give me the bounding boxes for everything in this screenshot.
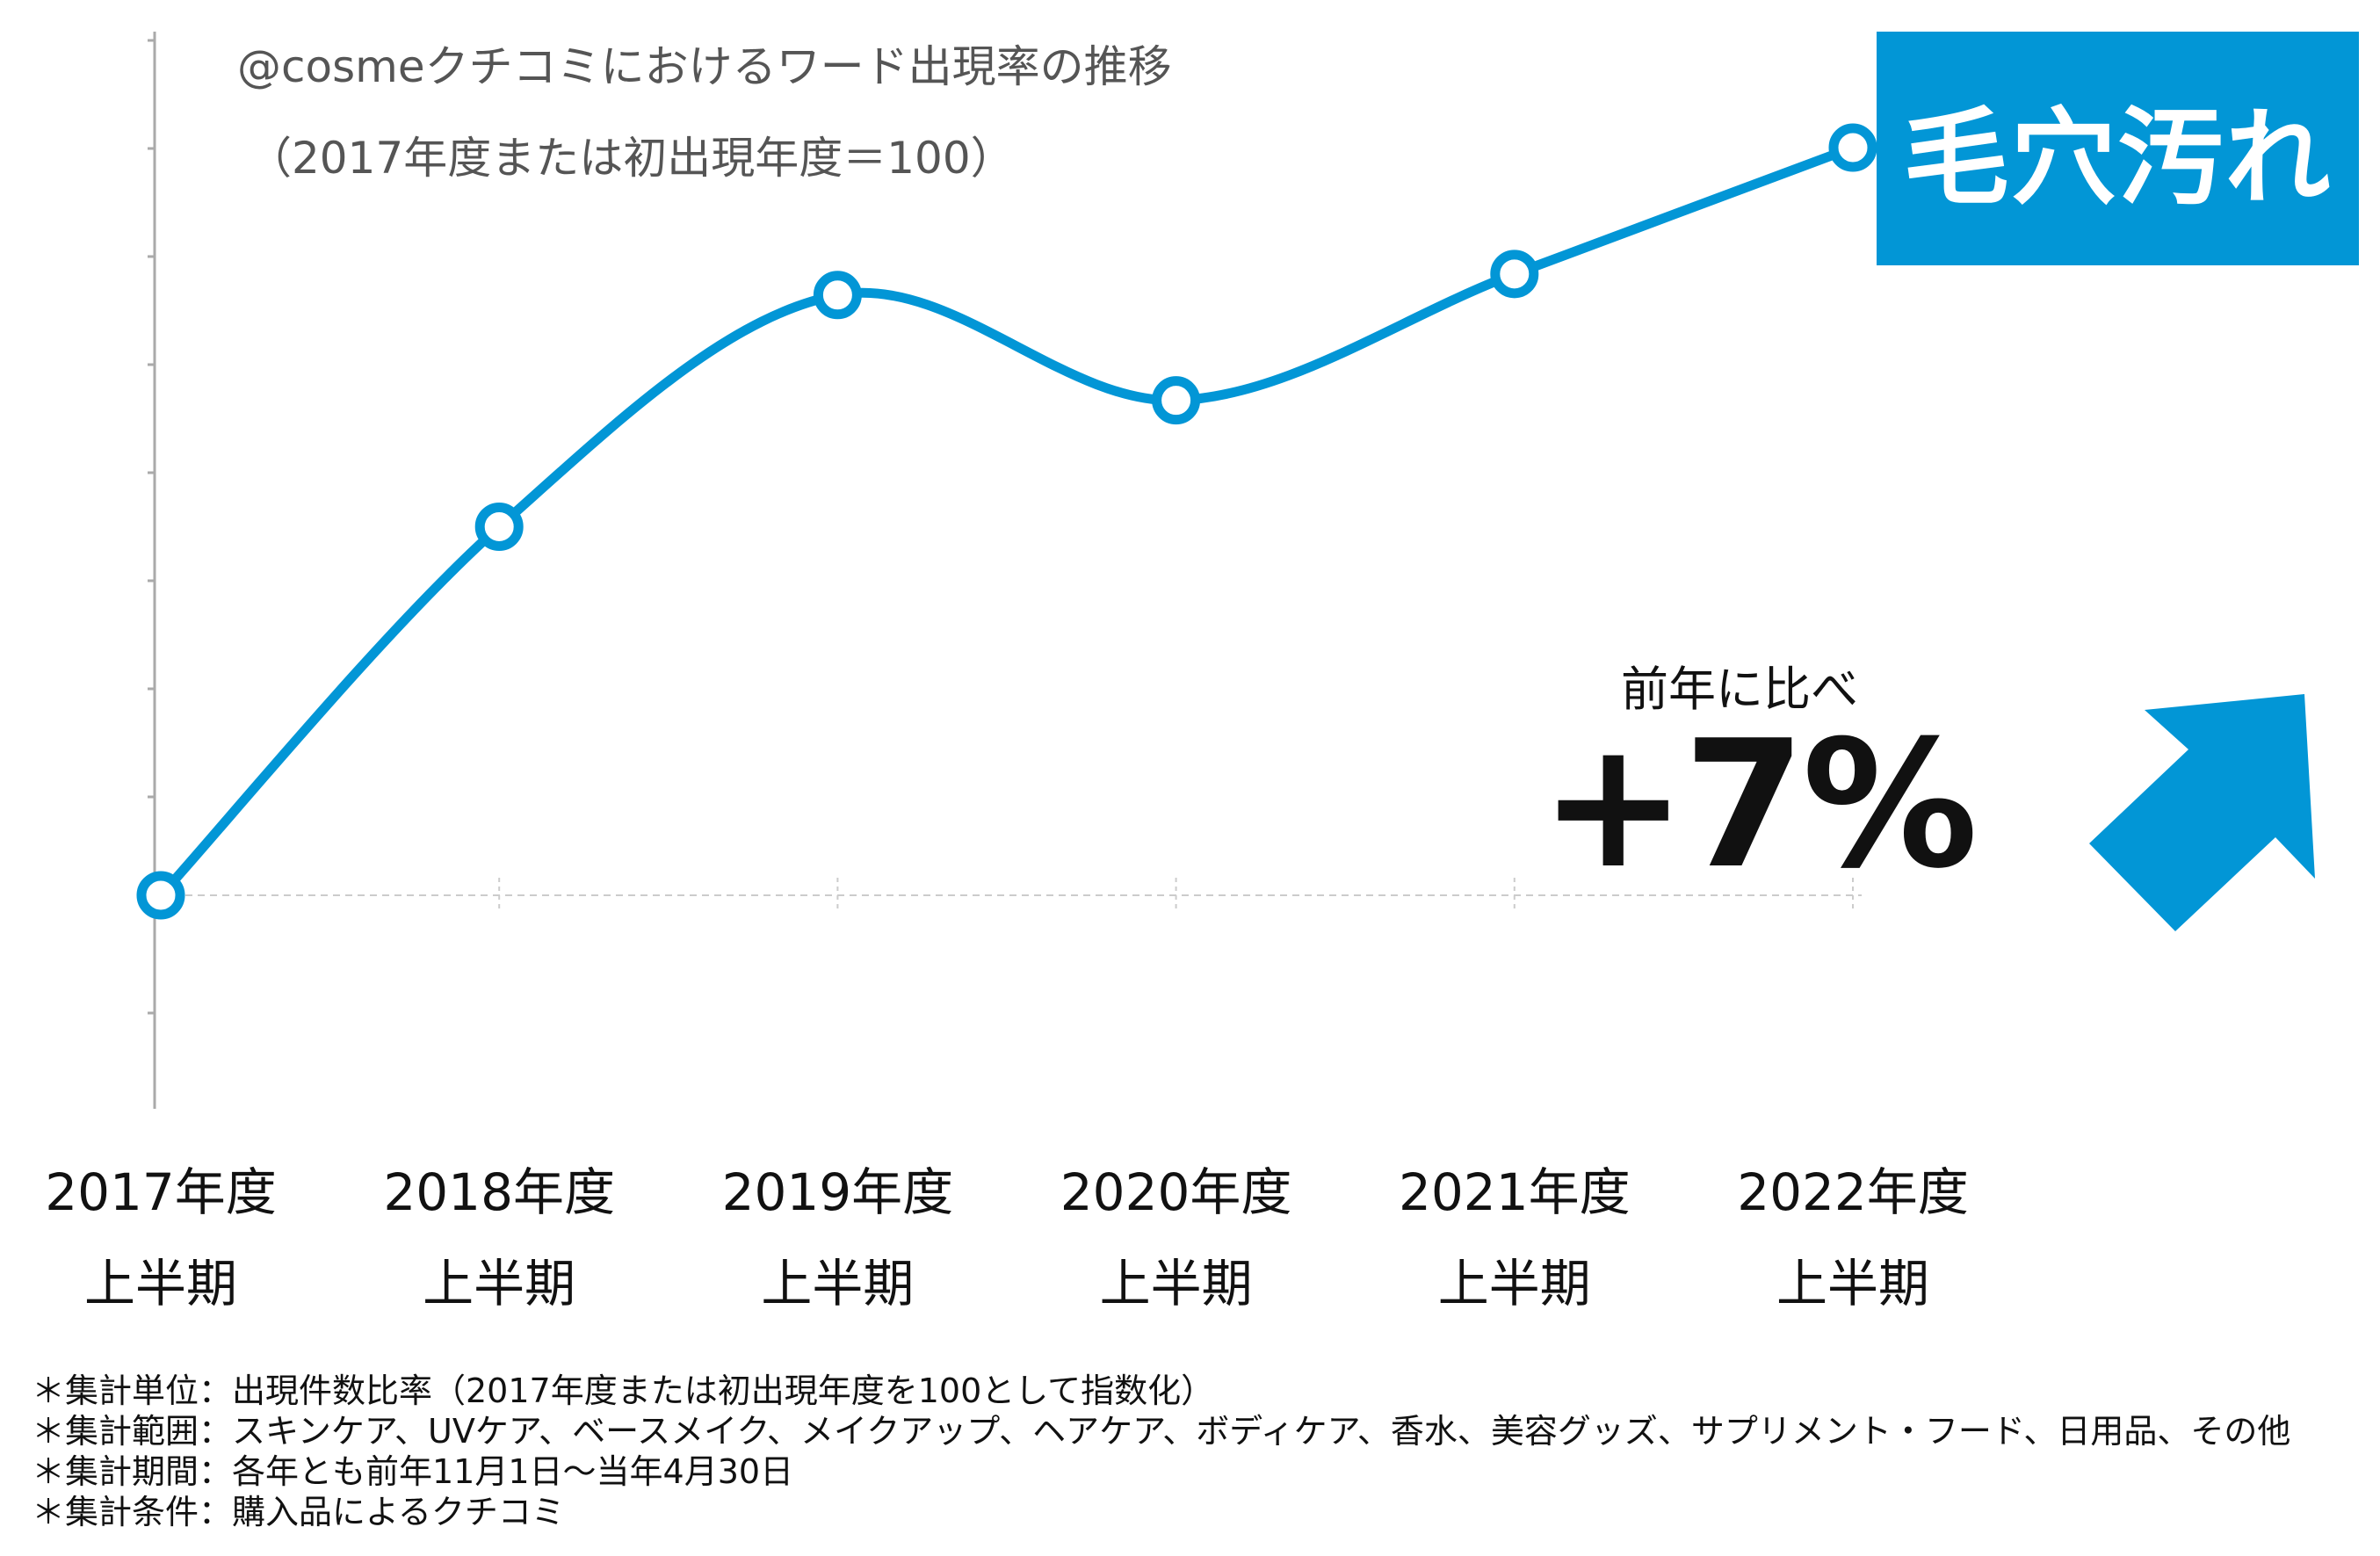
data-point (136, 871, 185, 920)
footnote: ＊集計期間：各年とも前年11月1日～当年4月30日 (32, 1452, 794, 1491)
x-axis-label-year: 2021年度 (1398, 1162, 1631, 1222)
x-axis-label-year: 2018年度 (383, 1162, 615, 1222)
up-right-arrow-shape (2089, 694, 2315, 931)
data-point (1152, 376, 1201, 425)
x-axis-label: 2020年度 上半期 (1001, 1147, 1352, 1329)
data-point (1828, 123, 1877, 172)
data-point (1490, 250, 1539, 299)
x-axis-label: 2021年度 上半期 (1339, 1147, 1690, 1329)
comparison-label: 前年に比べ (1621, 662, 1858, 717)
x-axis-label-year: 2017年度 (45, 1162, 277, 1222)
x-axis-label: 2017年度 上半期 (0, 1147, 336, 1329)
x-axis-label-year: 2019年度 (721, 1162, 954, 1222)
footnotes: ＊集計単位：出現件数比率（2017年度または初出現年度を100として指数化） ＊… (32, 1371, 2290, 1532)
x-axis-label-year: 2020年度 (1060, 1162, 1292, 1222)
data-point (474, 502, 524, 551)
x-axis-label-period: 上半期 (83, 1254, 237, 1314)
x-axis-label-period: 上半期 (1099, 1254, 1253, 1314)
x-axis-label: 2018年度 上半期 (323, 1147, 675, 1329)
series-line (156, 142, 1858, 901)
x-axis-label-year: 2022年度 (1737, 1162, 1969, 1222)
y-axis (148, 32, 156, 1109)
x-axis-label: 2022年度 上半期 (1677, 1147, 2029, 1329)
data-point (813, 271, 862, 320)
footnote: ＊集計単位：出現件数比率（2017年度または初出現年度を100として指数化） (32, 1371, 1215, 1410)
comparison-value: +7% (1539, 703, 1978, 908)
chart-title: @cosmeクチコミにおけるワード出現率の推移 (237, 41, 1172, 92)
x-axis-label: 2019年度 上半期 (662, 1147, 1013, 1329)
x-axis-label-period: 上半期 (423, 1254, 576, 1314)
x-axis-label-period: 上半期 (761, 1254, 915, 1314)
series-line-group (156, 142, 1858, 901)
x-axis-label-period: 上半期 (1776, 1254, 1929, 1314)
chart-subtitle: （2017年度または初出現年度＝100） (248, 133, 1015, 184)
series-badge: 毛穴汚れ (1877, 32, 2359, 265)
footnote: ＊集計範囲：スキンケア、UVケア、ベースメイク、メイクアップ、ヘアケア、ボディケ… (32, 1412, 2291, 1451)
x-axis-label-period: 上半期 (1437, 1254, 1591, 1314)
up-right-arrow-icon (2089, 694, 2315, 931)
data-points (136, 123, 1877, 920)
footnote: ＊集計条件：購入品によるクチコミ (32, 1493, 565, 1531)
baseline (161, 878, 1862, 913)
